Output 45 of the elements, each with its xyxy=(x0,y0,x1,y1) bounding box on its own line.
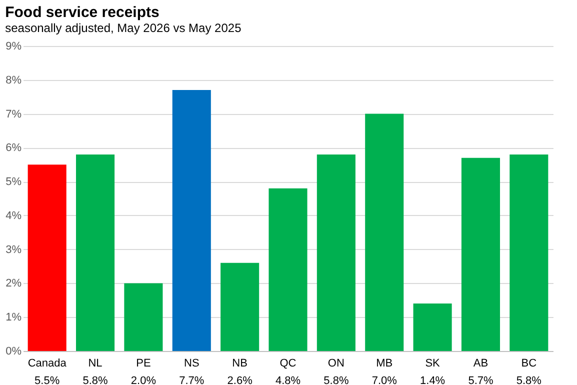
x-tick-label: QC xyxy=(280,358,296,370)
y-tick-label: 6% xyxy=(6,142,22,154)
bar xyxy=(220,262,260,351)
data-label: 5.7% xyxy=(468,375,494,385)
data-label: 4.8% xyxy=(275,375,301,385)
x-tick-label: Canada xyxy=(28,358,68,370)
bar xyxy=(172,90,211,351)
y-tick-label: 8% xyxy=(6,74,22,86)
chart-title: Food service receipts xyxy=(5,4,160,21)
bar xyxy=(268,188,308,351)
x-tick-label: NS xyxy=(184,358,200,370)
bar xyxy=(76,154,115,351)
data-label: 5.5% xyxy=(34,375,60,385)
y-tick-label: 5% xyxy=(6,176,22,188)
bar xyxy=(413,304,452,351)
data-label: 5.8% xyxy=(516,375,542,385)
bar xyxy=(28,164,66,351)
bar xyxy=(510,154,548,351)
y-tick-label: 9% xyxy=(6,40,22,52)
data-label: 7.7% xyxy=(179,375,204,385)
x-tick-label: SK xyxy=(425,358,441,370)
x-tick-label: NL xyxy=(88,358,102,370)
bar xyxy=(316,154,356,351)
data-label: 5.8% xyxy=(82,375,108,385)
x-tick-label: ON xyxy=(328,358,344,370)
data-label: 2.0% xyxy=(130,375,156,385)
y-tick-label: 7% xyxy=(6,108,22,120)
chart-subtitle: seasonally adjusted, May 2026 vs May 2025 xyxy=(5,21,242,35)
bar xyxy=(124,283,163,351)
x-tick-label: MB xyxy=(376,358,393,370)
data-label: 2.6% xyxy=(227,375,253,385)
x-tick-label: AB xyxy=(473,358,488,370)
x-tick-label: NB xyxy=(232,358,248,370)
y-tick-label: 4% xyxy=(6,210,22,222)
x-tick-label: PE xyxy=(136,358,151,370)
y-tick-label: 0% xyxy=(6,346,22,358)
data-label: 1.4% xyxy=(420,375,446,385)
y-tick-label: 2% xyxy=(6,278,22,290)
data-label: 5.8% xyxy=(324,375,349,385)
bar xyxy=(461,158,500,351)
y-tick-label: 1% xyxy=(6,312,22,324)
data-label: 7.0% xyxy=(372,375,398,385)
x-tick-label: BC xyxy=(521,358,537,370)
y-tick-label: 3% xyxy=(6,244,22,256)
bar xyxy=(365,114,404,351)
